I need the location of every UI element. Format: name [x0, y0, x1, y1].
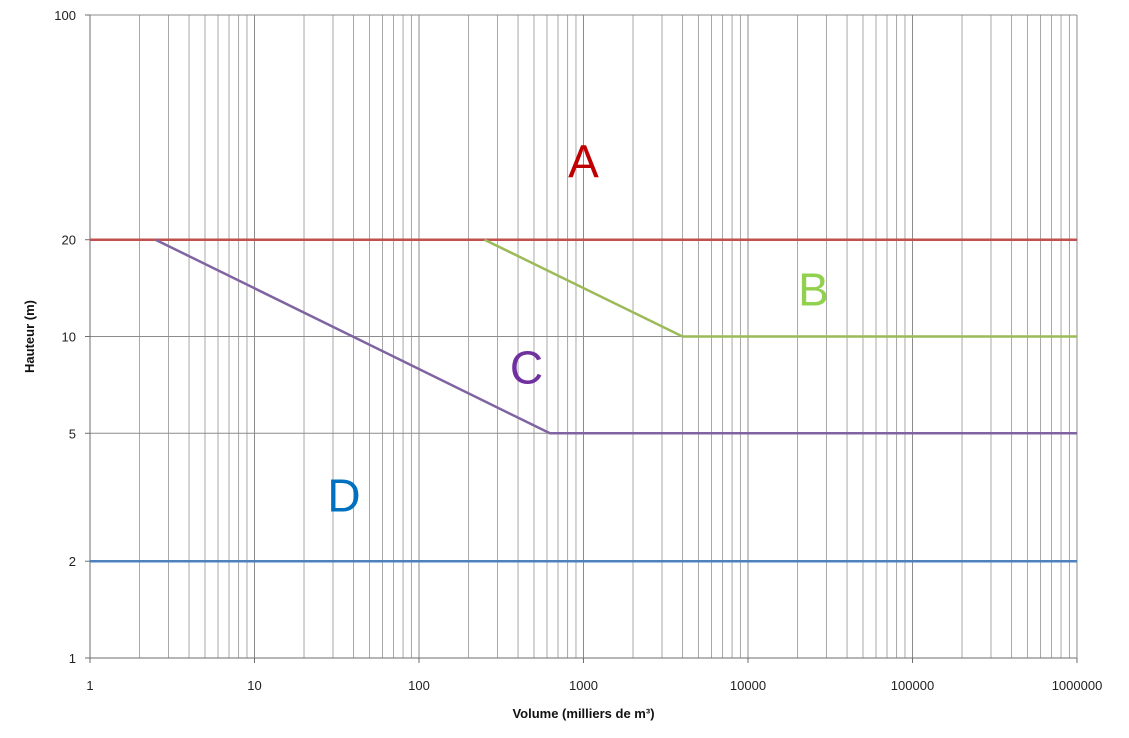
region-label: C — [510, 342, 543, 394]
x-tick-label: 1000 — [569, 678, 598, 693]
region-label: D — [327, 470, 360, 522]
region-label: A — [568, 136, 599, 188]
x-tick-label: 100000 — [891, 678, 934, 693]
x-tick-label: 1 — [86, 678, 93, 693]
series-line-3 — [154, 238, 1077, 435]
y-axis-label: Hauteur (m) — [22, 300, 37, 373]
region-label: B — [798, 264, 829, 316]
y-tick-label: 20 — [62, 233, 76, 248]
grid — [85, 14, 1078, 663]
y-tick-label: 5 — [69, 426, 76, 441]
region-labels: A B C D — [327, 136, 828, 522]
x-tick-label: 1000000 — [1052, 678, 1103, 693]
y-tick-label: 10 — [62, 330, 76, 345]
x-tick-label: 10000 — [730, 678, 766, 693]
x-axis-label: Volume (milliers de m³) — [512, 706, 654, 721]
y-tick-label: 1 — [69, 651, 76, 666]
series-lines — [90, 238, 1077, 563]
y-tick-label: 100 — [54, 8, 76, 23]
y-tick-label: 2 — [69, 554, 76, 569]
tick-labels: 1 2 5 10 20 100 1 10 100 1000 10000 100000 1000000 — [54, 8, 1102, 693]
x-tick-label: 10 — [247, 678, 261, 693]
series-line-2 — [483, 238, 1077, 338]
x-tick-label: 100 — [408, 678, 430, 693]
